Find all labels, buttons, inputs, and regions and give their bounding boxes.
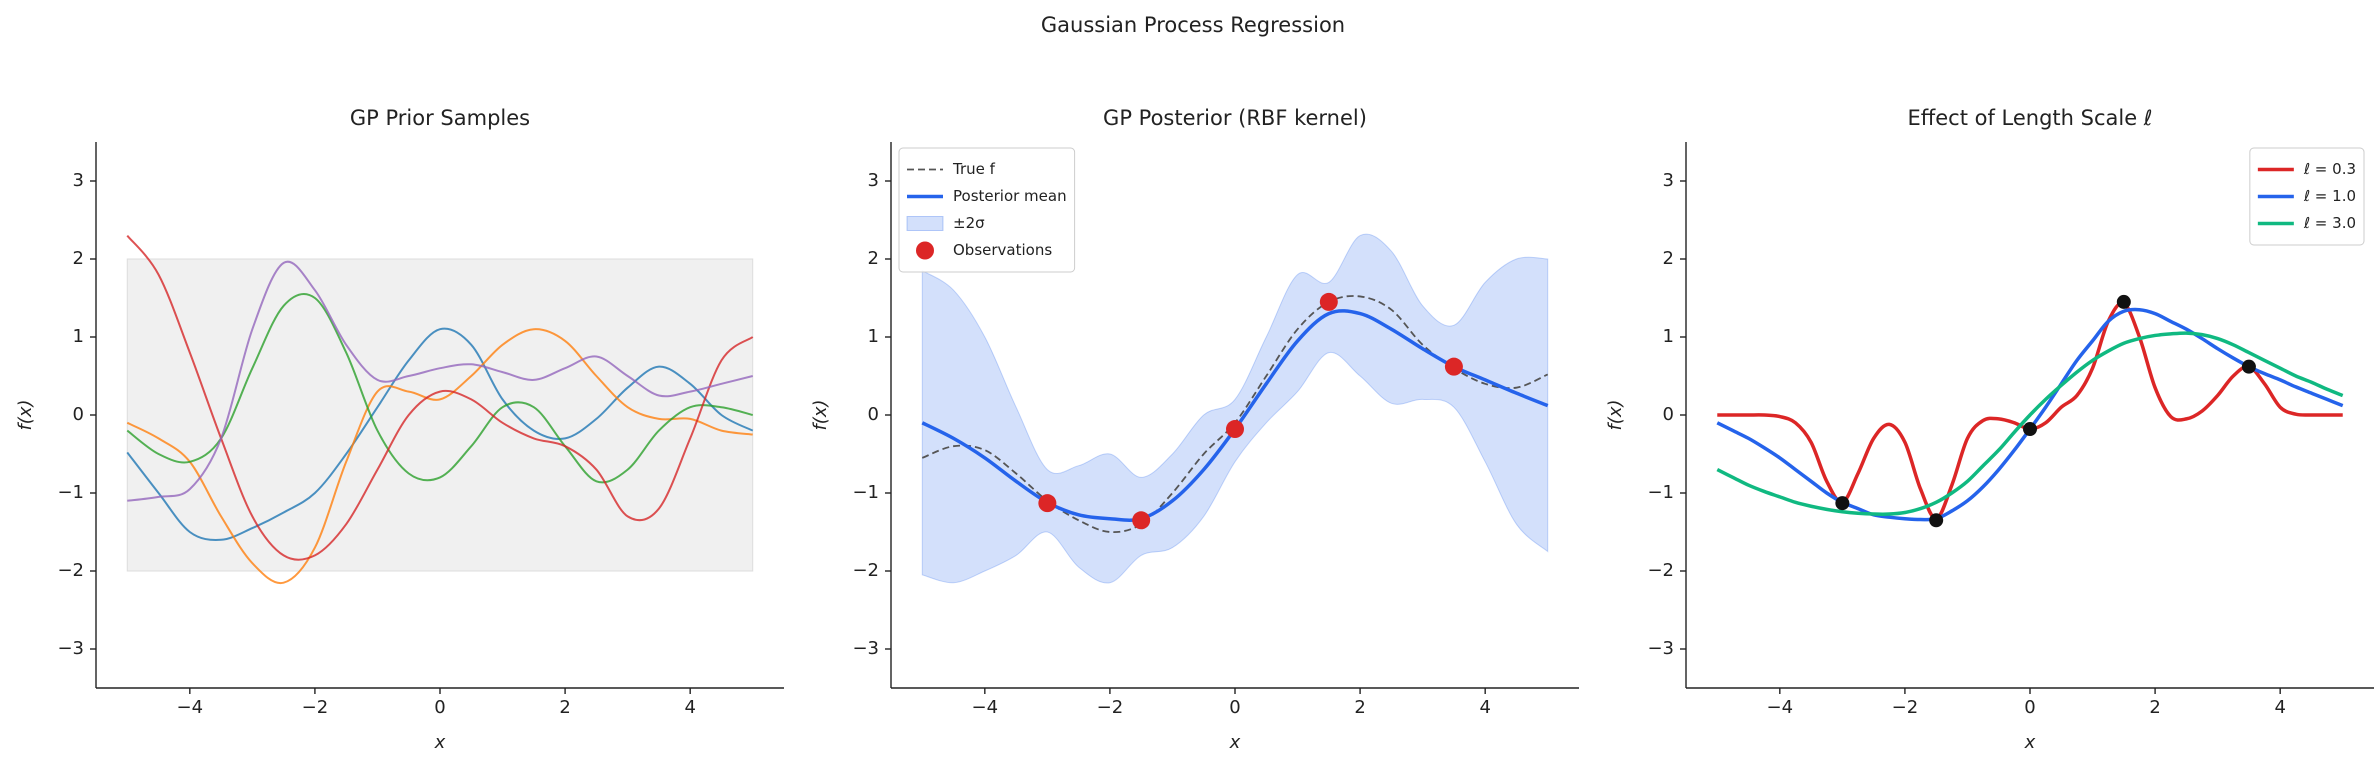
x-tick-label: 4 bbox=[1479, 697, 1490, 718]
y-tick-label: 2 bbox=[1663, 248, 1674, 269]
observation bbox=[1132, 511, 1151, 530]
panel-title: GP Prior Samples bbox=[350, 106, 530, 130]
legend-label: True f bbox=[952, 160, 996, 178]
y-tick-label: −2 bbox=[852, 560, 879, 581]
y-tick-label: −2 bbox=[57, 560, 84, 581]
y-axis-label: f(x) bbox=[1605, 399, 1626, 430]
legend-frame bbox=[898, 147, 1076, 273]
panel-title: Effect of Length Scale ℓ bbox=[1908, 106, 2153, 130]
series-line bbox=[126, 292, 753, 484]
legend-label: ℓ = 1.0 bbox=[2303, 187, 2356, 205]
legend-swatch bbox=[906, 216, 944, 231]
observation bbox=[2023, 422, 2037, 437]
y-axis-label: f(x) bbox=[810, 399, 831, 430]
y-axis-label: f(x) bbox=[15, 399, 36, 430]
x-tick-label: 0 bbox=[2024, 697, 2035, 718]
y-tick-label: −1 bbox=[1647, 482, 1674, 503]
figure-title: Gaussian Process Regression bbox=[1041, 13, 1345, 37]
y-tick-label: 0 bbox=[868, 404, 879, 425]
legend-frame bbox=[2249, 147, 2365, 246]
x-tick-label: 2 bbox=[1354, 697, 1365, 718]
observation bbox=[1929, 513, 1944, 528]
observation bbox=[2241, 359, 2256, 374]
legend: ℓ = 0.3 ℓ = 1.0 ℓ = 3.0 bbox=[2249, 147, 2365, 246]
y-tick-label: 2 bbox=[868, 248, 879, 269]
y-tick-label: −3 bbox=[852, 638, 879, 659]
legend-label: Posterior mean bbox=[953, 187, 1067, 205]
y-tick-label: 3 bbox=[1663, 170, 1674, 191]
x-tick-label: 0 bbox=[1229, 697, 1240, 718]
panel: GP Posterior (RBF kernel) x f(x) −4 −2 0 2 4 −3 −… bbox=[810, 106, 1579, 753]
y-tick-label: −2 bbox=[1647, 560, 1674, 581]
panel: GP Prior Samples x f(x) −4 −2 0 2 4 −3 −2 −1 0 1 2 3 bbox=[15, 106, 784, 753]
y-tick-label: −3 bbox=[57, 638, 84, 659]
y-tick-label: 0 bbox=[1663, 404, 1674, 425]
y-tick-label: 1 bbox=[73, 326, 84, 347]
x-tick-label: 2 bbox=[2149, 697, 2160, 718]
legend-label: Observations bbox=[953, 241, 1052, 259]
series-line bbox=[126, 327, 754, 541]
y-tick-label: −1 bbox=[57, 482, 84, 503]
series-line bbox=[127, 260, 753, 502]
observation bbox=[1226, 420, 1244, 439]
y-tick-label: 1 bbox=[868, 326, 879, 347]
observation bbox=[2116, 294, 2131, 309]
x-tick-label: 4 bbox=[684, 697, 695, 718]
x-tick-label: −2 bbox=[302, 697, 329, 718]
x-tick-label: −4 bbox=[1767, 697, 1794, 718]
prior-band bbox=[126, 258, 754, 572]
panel-title: GP Posterior (RBF kernel) bbox=[1103, 106, 1367, 130]
series-line bbox=[1716, 331, 2344, 516]
x-axis-label: x bbox=[1229, 732, 1241, 753]
x-tick-label: −4 bbox=[972, 697, 999, 718]
y-tick-label: −3 bbox=[1647, 638, 1674, 659]
y-tick-label: −1 bbox=[852, 482, 879, 503]
series-line bbox=[126, 328, 753, 585]
x-axis-label: x bbox=[2024, 732, 2036, 753]
observation bbox=[1444, 357, 1463, 376]
observation bbox=[1038, 494, 1057, 513]
confidence-band bbox=[921, 233, 1549, 584]
legend: True f Posterior mean ±2σ Observations bbox=[898, 147, 1076, 273]
y-tick-label: 3 bbox=[73, 170, 84, 191]
x-tick-label: −2 bbox=[1892, 697, 1919, 718]
observation bbox=[1319, 292, 1338, 311]
observation bbox=[1835, 496, 1850, 511]
x-tick-label: 0 bbox=[434, 697, 445, 718]
y-tick-label: 3 bbox=[868, 170, 879, 191]
x-tick-label: −4 bbox=[177, 697, 204, 718]
y-tick-label: 0 bbox=[73, 404, 84, 425]
x-axis-label: x bbox=[434, 732, 446, 753]
x-tick-label: −2 bbox=[1097, 697, 1124, 718]
legend-label: ℓ = 3.0 bbox=[2303, 214, 2356, 232]
panel: Effect of Length Scale ℓ x f(x) −4 −2 0 2 4 −3 −2… bbox=[1605, 106, 2374, 753]
legend-swatch bbox=[916, 241, 934, 260]
y-tick-label: 2 bbox=[73, 248, 84, 269]
x-tick-label: 4 bbox=[2274, 697, 2285, 718]
series-line bbox=[1717, 301, 2343, 521]
legend-label: ±2σ bbox=[953, 214, 985, 232]
y-tick-label: 1 bbox=[1663, 326, 1674, 347]
x-tick-label: 2 bbox=[559, 697, 570, 718]
legend-label: ℓ = 0.3 bbox=[2303, 160, 2356, 178]
